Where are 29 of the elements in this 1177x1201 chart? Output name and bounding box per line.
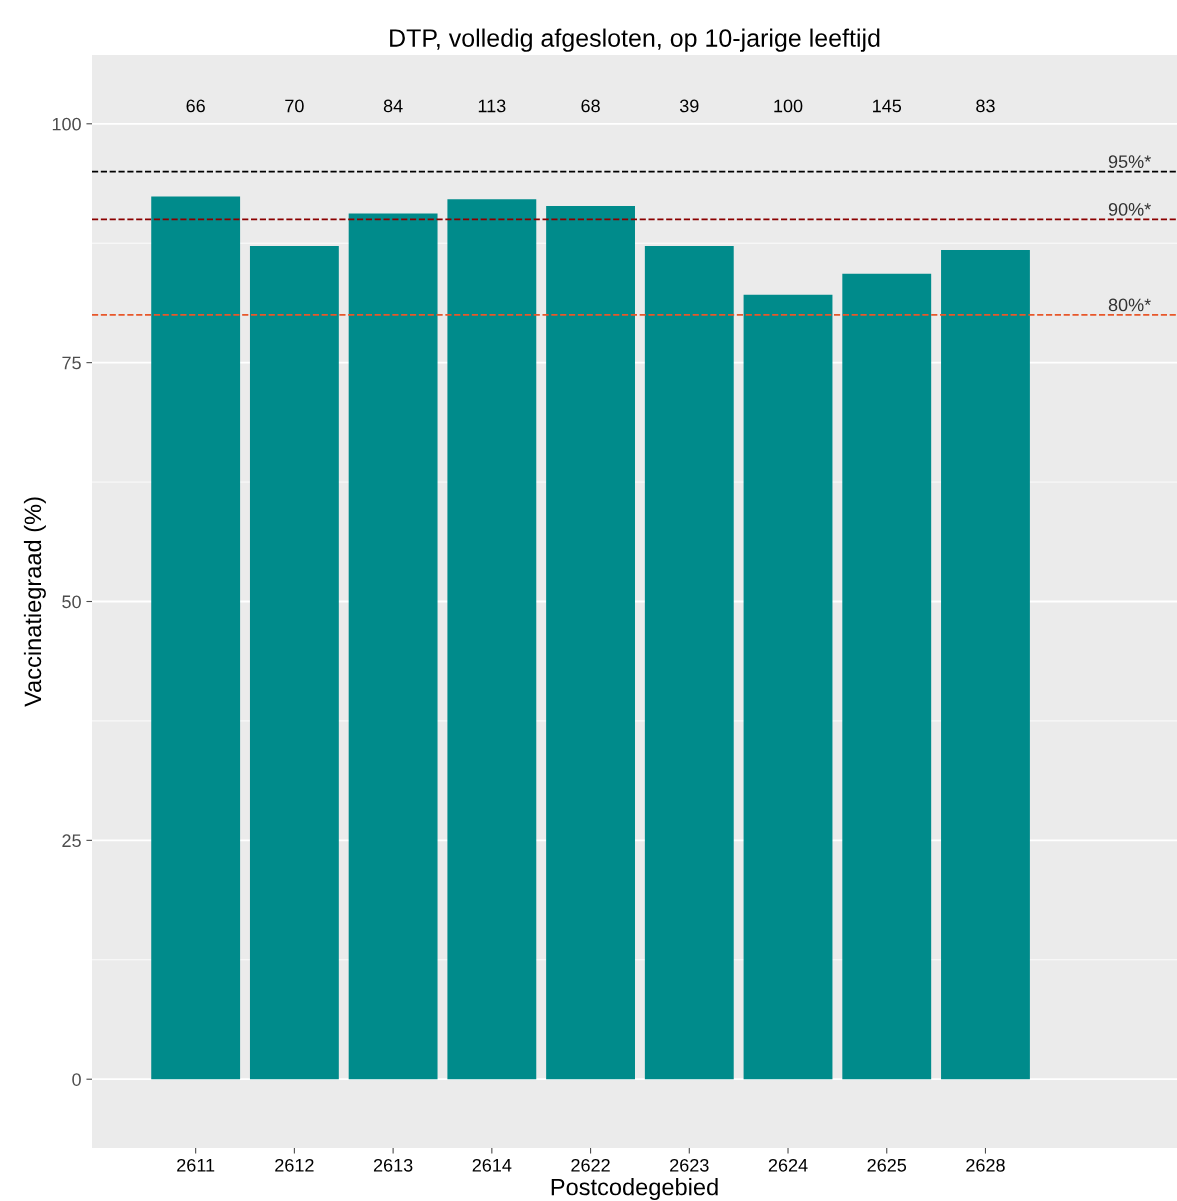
x-tick-label: 2624 [768, 1158, 808, 1172]
annotation: 84 [383, 99, 403, 113]
y-tick-label: 50 [62, 595, 81, 609]
y-tick-label: 25 [62, 834, 81, 848]
x-tick-label: 2611 [177, 1158, 215, 1172]
annotation: 145 [873, 99, 902, 113]
x-tick-label: 2628 [966, 1158, 1005, 1172]
annotation: 68 [581, 99, 600, 113]
annotation: 70 [285, 99, 304, 113]
x-tick-label: 2625 [867, 1158, 907, 1172]
x-tick-label: 2622 [571, 1158, 610, 1172]
x-tick-label: 2612 [275, 1158, 314, 1172]
ref-line-label: 95%* [1108, 155, 1151, 168]
annotation: 83 [976, 99, 995, 113]
x-tick-label: 2623 [670, 1158, 709, 1172]
annotation: 100 [774, 99, 803, 113]
y-tick-label: 0 [72, 1073, 81, 1086]
x-axis-title: Postcodegebied [551, 1178, 718, 1201]
x-tick-label: 2614 [472, 1158, 512, 1172]
ref-line-label: 80%* [1108, 298, 1151, 312]
annotation: 39 [679, 99, 699, 113]
annotation: 66 [186, 99, 205, 113]
annotation: 113 [478, 99, 506, 113]
ref-line-label: 90%* [1108, 202, 1151, 216]
y-tick-label: 75 [62, 356, 81, 370]
y-axis-title: Vaccinatiegraad (%) [23, 497, 46, 707]
chart-title: DTP, volledig afgesloten, op 10-jarige leeftijd [390, 28, 880, 52]
y-tick-label: 100 [52, 117, 81, 131]
x-tick-label: 2613 [373, 1158, 413, 1172]
